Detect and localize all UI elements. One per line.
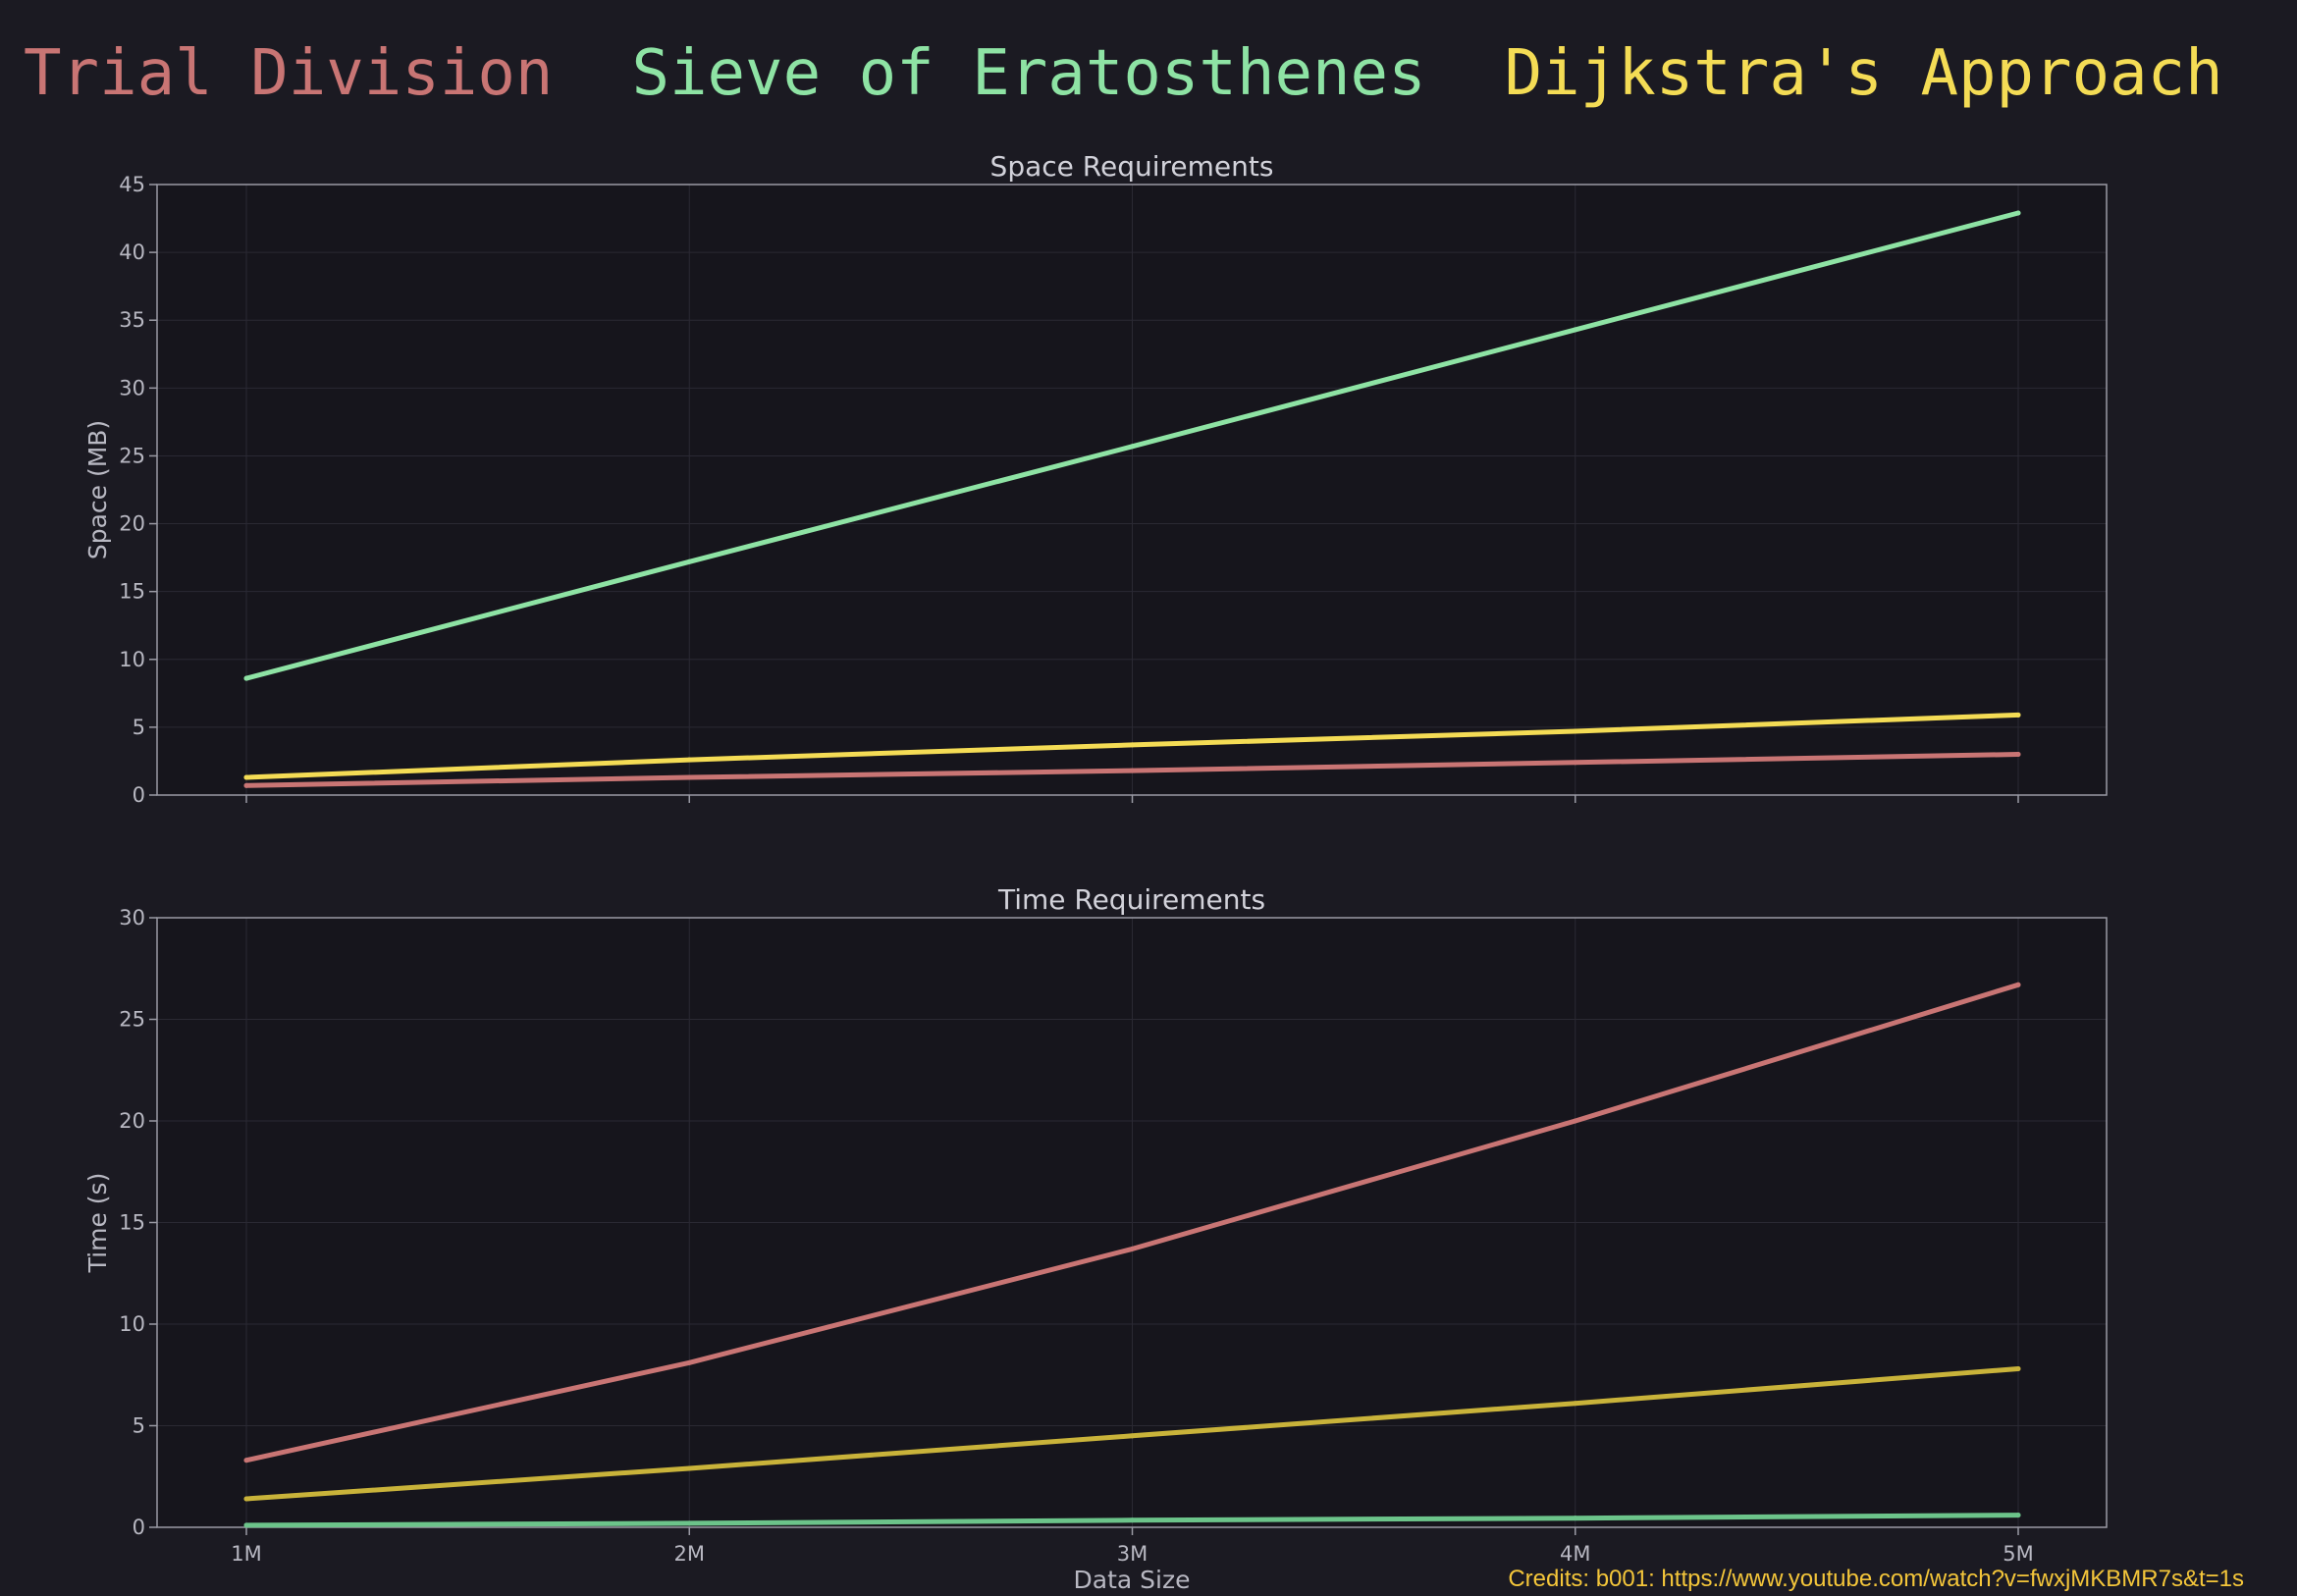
chart-2-x-tick-label: 4M	[1560, 1542, 1590, 1566]
chart-2-series-1-point	[2015, 982, 2021, 987]
chart-2-y-tick-label: 0	[133, 1516, 145, 1539]
chart-2-series-3-point	[243, 1496, 249, 1502]
chart-2-series-3-point	[2015, 1366, 2021, 1372]
legend-entry-3: Dijkstra's Approach	[1505, 37, 2223, 110]
chart-2-series-2-point	[1130, 1517, 1135, 1523]
chart-1-series-2-point	[1573, 327, 1578, 333]
chart-1-y-tick-label: 20	[119, 512, 145, 536]
chart-2-y-tick-label: 10	[119, 1312, 145, 1336]
chart-2-series-1-point	[1130, 1246, 1135, 1251]
chart-1-y-tick-label: 0	[133, 783, 145, 807]
chart-1-series-2-point	[2015, 210, 2021, 216]
chart-2-title: Time Requirements	[997, 883, 1265, 916]
chart-2-series-2-point	[686, 1520, 692, 1526]
chart-1-series-2-point	[243, 675, 249, 681]
chart-2-x-tick-label: 1M	[231, 1542, 261, 1566]
chart-2-series-1-point	[1573, 1118, 1578, 1124]
chart-2-series-3-point	[1573, 1401, 1578, 1407]
chart-2-x-axis-label: Data Size	[1074, 1566, 1191, 1594]
chart-2-series-3-point	[1130, 1433, 1135, 1439]
chart-2-y-tick-label: 5	[133, 1414, 145, 1438]
chart-1-y-tick-label: 25	[119, 444, 145, 467]
chart-1-series-3-point	[2015, 712, 2021, 718]
chart-2-series-1-point	[243, 1458, 249, 1463]
chart-1-series-2-point	[686, 559, 692, 564]
chart-1-series-3-point	[686, 757, 692, 763]
chart-2-y-tick-label: 30	[119, 906, 145, 930]
chart-2-y-tick-label: 20	[119, 1109, 145, 1133]
credits-text: Credits: b001: https://www.youtube.com/w…	[1508, 1566, 2244, 1592]
chart-2-series-2-point	[243, 1522, 249, 1528]
chart-2-series-2-point	[1573, 1516, 1578, 1521]
chart-2-series-1-point	[686, 1359, 692, 1365]
chart-1-y-tick-label: 5	[133, 716, 145, 739]
chart-2-series-2-point	[2015, 1513, 2021, 1518]
chart-2-y-tick-label: 15	[119, 1211, 145, 1235]
chart-2-x-tick-label: 5M	[2003, 1542, 2033, 1566]
chart-1-y-tick-label: 35	[119, 308, 145, 332]
chart-1-title: Space Requirements	[990, 150, 1274, 183]
chart-1-series-1-point	[1573, 760, 1578, 766]
chart-1-series-2-point	[1130, 444, 1135, 450]
chart-1-series-3-point	[1130, 742, 1135, 748]
legend-entry-1: Trial Division	[24, 37, 553, 110]
chart-1-series-1-point	[2015, 752, 2021, 758]
chart-1-y-axis-label: Space (MB)	[83, 420, 112, 559]
chart-1-y-tick-label: 40	[119, 240, 145, 264]
chart-2-x-tick-label: 3M	[1117, 1542, 1148, 1566]
chart-1-y-tick-label: 10	[119, 648, 145, 671]
chart-2-series-3-point	[686, 1465, 692, 1471]
chart-1-series-3-point	[243, 774, 249, 780]
chart-1-series-1-point	[1130, 768, 1135, 773]
legend-entry-2: Sieve of Eratosthenes	[631, 37, 1425, 110]
chart-2-x-tick-label: 2M	[674, 1542, 705, 1566]
chart-1-series-3-point	[1573, 728, 1578, 734]
chart-1-y-tick-label: 30	[119, 376, 145, 399]
chart-2-y-tick-label: 25	[119, 1008, 145, 1032]
chart-1-series-1-point	[243, 782, 249, 788]
chart-1-series-1-point	[686, 774, 692, 780]
chart-1-y-tick-label: 15	[119, 580, 145, 604]
chart-2-y-axis-label: Time (s)	[83, 1173, 112, 1274]
chart-1-y-tick-label: 45	[119, 173, 145, 196]
